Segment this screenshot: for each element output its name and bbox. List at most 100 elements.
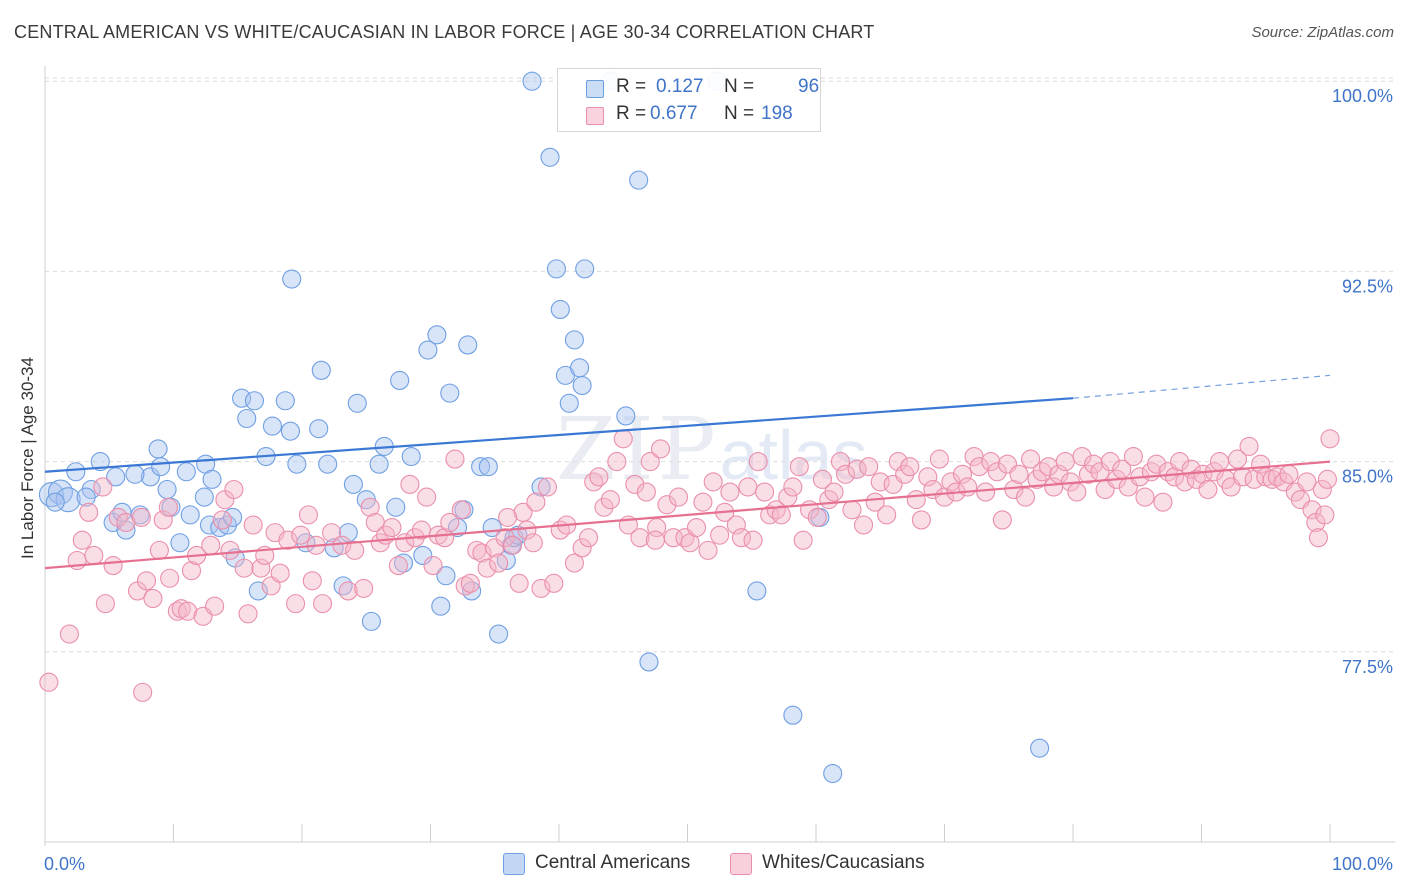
point-whites-caucasians — [877, 505, 897, 525]
point-central-americans — [202, 469, 222, 489]
point-whites-caucasians — [526, 492, 546, 512]
point-whites-caucasians — [969, 457, 989, 477]
legend-row-central-americans: R = 0.127 N = 96 — [558, 76, 820, 102]
point-whites-caucasians — [1123, 446, 1143, 467]
point-central-americans — [559, 393, 579, 413]
point-whites-caucasians — [149, 540, 169, 560]
point-central-americans — [106, 467, 126, 487]
tick-labels: 77.5% 85.0% 92.5% 100.0% 0.0% 100.0% — [44, 86, 1393, 874]
point-central-americans — [343, 474, 363, 494]
point-central-americans — [540, 147, 560, 167]
point-whites-caucasians — [1267, 467, 1287, 487]
point-central-americans — [76, 487, 96, 507]
point-whites-caucasians — [859, 457, 879, 477]
point-whites-caucasians — [720, 482, 740, 502]
point-whites-caucasians — [72, 530, 92, 550]
point-whites-caucasians — [338, 581, 358, 601]
point-central-americans — [522, 71, 542, 91]
point-whites-caucasians — [726, 515, 746, 535]
point-central-americans — [311, 360, 331, 380]
point-whites-caucasians — [460, 573, 480, 593]
point-whites-caucasians — [906, 490, 926, 510]
point-central-americans — [436, 566, 456, 586]
point-whites-caucasians — [1198, 479, 1218, 500]
point-whites-caucasians — [1227, 449, 1248, 469]
point-whites-caucasians — [417, 487, 437, 507]
point-whites-caucasians — [976, 482, 996, 502]
x-tick-label-max: 100.0% — [1332, 854, 1393, 874]
point-whites-caucasians — [1170, 452, 1190, 472]
point-whites-caucasians — [153, 510, 173, 530]
point-whites-caucasians — [900, 457, 920, 477]
point-central-americans — [471, 457, 491, 477]
point-whites-caucasians — [1067, 482, 1087, 502]
trend-line-whites-caucasians — [44, 460, 1331, 570]
point-central-americans — [282, 269, 302, 289]
point-whites-caucasians — [703, 472, 723, 492]
point-whites-caucasians — [531, 578, 551, 598]
point-whites-caucasians — [212, 510, 232, 530]
point-central-americans — [112, 502, 132, 522]
point-whites-caucasians — [836, 464, 856, 484]
point-whites-caucasians — [455, 576, 475, 596]
point-whites-caucasians — [1078, 464, 1098, 484]
x-tick-label-min: 0.0% — [44, 854, 85, 874]
r-value-whites-caucasians: 0.677 — [650, 103, 698, 124]
point-central-americans — [564, 330, 584, 350]
point-central-americans — [440, 383, 460, 403]
point-central-americans — [747, 581, 767, 601]
point-whites-caucasians — [579, 528, 599, 548]
point-whites-caucasians — [888, 452, 908, 472]
point-whites-caucasians — [133, 682, 153, 702]
point-central-americans — [393, 553, 414, 573]
r-value-central-americans: 0.127 — [656, 76, 704, 97]
point-whites-caucasians — [1135, 487, 1155, 507]
point-whites-caucasians — [224, 479, 244, 500]
point-whites-caucasians — [1015, 487, 1036, 507]
point-whites-caucasians — [1297, 472, 1317, 492]
point-whites-caucasians — [445, 449, 465, 469]
point-whites-caucasians — [79, 502, 99, 522]
point-whites-caucasians — [143, 588, 163, 609]
n-value-whites-caucasians: 198 — [761, 103, 793, 124]
point-whites-caucasians — [731, 528, 752, 548]
point-whites-caucasians — [783, 477, 803, 497]
point-whites-caucasians — [1320, 429, 1340, 449]
point-whites-caucasians — [234, 558, 254, 578]
point-central-americans — [248, 581, 268, 601]
point-central-americans — [125, 464, 145, 484]
point-whites-caucasians — [103, 556, 123, 576]
point-whites-caucasians — [423, 556, 443, 576]
point-whites-caucasians — [302, 571, 322, 591]
point-whites-caucasians — [607, 452, 627, 472]
point-whites-caucasians — [760, 505, 780, 525]
point-central-americans — [140, 467, 160, 487]
point-central-americans — [347, 393, 367, 413]
point-whites-caucasians — [517, 520, 537, 540]
series-legend: Central Americans Whites/Caucasians — [0, 851, 1406, 879]
point-central-americans — [431, 596, 451, 616]
point-whites-caucasians — [178, 601, 198, 621]
point-central-americans — [280, 421, 300, 441]
point-whites-caucasians — [594, 497, 614, 517]
point-whites-caucasians — [766, 500, 786, 520]
y-tick-label: 92.5% — [1342, 276, 1393, 296]
point-whites-caucasians — [544, 573, 564, 593]
point-whites-caucasians — [812, 469, 832, 489]
point-whites-caucasians — [472, 543, 492, 563]
point-whites-caucasians — [400, 474, 420, 494]
point-whites-caucasians — [537, 477, 557, 497]
point-whites-caucasians — [136, 571, 157, 591]
point-whites-caucasians — [435, 528, 455, 548]
point-whites-caucasians — [1032, 462, 1052, 482]
point-whites-caucasians — [322, 523, 342, 543]
point-whites-caucasians — [693, 492, 713, 512]
point-whites-caucasians — [564, 553, 584, 573]
point-whites-caucasians — [600, 490, 620, 510]
point-central-americans — [489, 624, 509, 644]
point-central-americans — [338, 523, 358, 543]
point-whites-caucasians — [842, 500, 862, 520]
point-whites-caucasians — [286, 594, 306, 614]
point-whites-caucasians — [1009, 464, 1029, 484]
point-central-americans — [309, 419, 329, 439]
